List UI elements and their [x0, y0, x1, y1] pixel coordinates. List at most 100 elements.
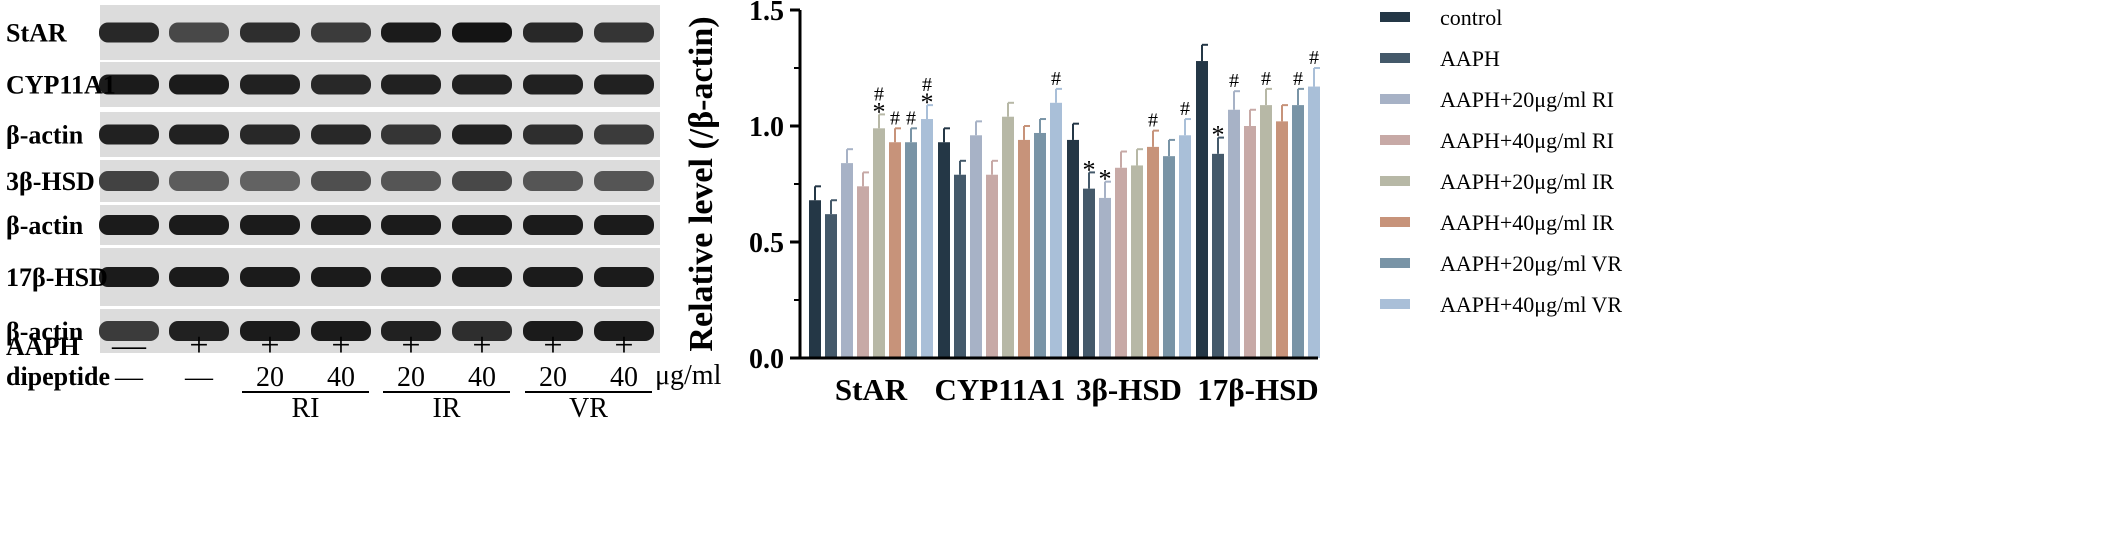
bar-1-4 [1002, 116, 1014, 358]
blot-band [594, 124, 654, 145]
blot-band [240, 124, 300, 145]
bar-3-4 [1260, 105, 1272, 359]
blot-row-label: 17β-HSD [6, 263, 108, 292]
legend-swatch [1380, 135, 1410, 145]
blot-band [311, 215, 371, 235]
bar-2-6 [1163, 156, 1175, 358]
dipeptide-dose: 40 [468, 362, 496, 393]
blot-band [240, 215, 300, 235]
significance-hash: # [906, 107, 916, 129]
blot-band [169, 267, 229, 287]
bar-0-4 [873, 128, 885, 358]
bar-1-3 [986, 174, 998, 358]
blot-band [594, 267, 654, 287]
y-tick-label: 0.0 [749, 344, 784, 375]
blot-band [169, 171, 229, 191]
peptide-group-label: IR [433, 393, 461, 424]
significance-hash: # [1261, 68, 1271, 90]
blot-band [99, 267, 159, 287]
blot-row-label: StAR [6, 19, 67, 48]
legend-swatch [1380, 258, 1410, 268]
western-blot-panel: StAR CYP11A1 β-actin 3β-HSD β-actin 17β-HSD β-… [6, 5, 660, 353]
blot-band [99, 215, 159, 235]
bar-3-5 [1276, 121, 1288, 358]
bar-3-2 [1228, 109, 1240, 358]
blot-band [452, 215, 512, 235]
chart-axes: StAR CYP11A1 3β-HSD 17β-HSD 0.0 0.5 1.0 1.5 Rela… [683, 0, 1319, 407]
y-axis-title: Relative level (/β-actin) [683, 16, 720, 351]
dipeptide-dose: 40 [327, 362, 355, 393]
legend-swatch [1380, 53, 1410, 63]
blot-band [240, 22, 300, 43]
dipeptide-dose: 20 [539, 362, 567, 393]
category-label: CYP11A1 [935, 372, 1066, 407]
blot-band [523, 74, 583, 95]
bar-2-3 [1115, 167, 1127, 358]
bar-3-3 [1244, 126, 1256, 358]
bar-2-2 [1099, 197, 1111, 358]
blot-band [169, 215, 229, 235]
blot-band [99, 22, 159, 43]
bar-0-6 [905, 142, 917, 358]
significance-hash: # [890, 107, 900, 129]
aaph-sign: + [543, 327, 562, 364]
significance-hash: # [1051, 68, 1061, 90]
blot-row-label: β-actin [6, 317, 84, 346]
blot-band [169, 22, 229, 43]
blot-band [594, 22, 654, 43]
blot-band [452, 22, 512, 43]
bar-3-7 [1308, 86, 1320, 358]
blot-band [523, 267, 583, 287]
bar-1-2 [970, 135, 982, 358]
bar-2-7 [1179, 135, 1191, 358]
dipeptide-dose: 40 [610, 362, 638, 393]
blot-band [240, 321, 300, 341]
y-tick-label: 1.0 [749, 112, 784, 143]
bar-3-1 [1212, 153, 1224, 358]
blot-band [452, 171, 512, 191]
bar-chart-panel: *## #*# #* *##*# # ## StAR CYP11A1 3β-HSD 17β-HS… [683, 0, 1622, 407]
bar-0-1 [825, 214, 837, 358]
blot-row-label: 3β-HSD [6, 167, 95, 196]
legend-label: AAPH+40μg/ml IR [1440, 210, 1614, 235]
bar-2-0 [1067, 139, 1079, 358]
blot-band [311, 171, 371, 191]
blot-band [99, 321, 159, 341]
blot-band [240, 74, 300, 95]
aaph-sign: + [401, 327, 420, 364]
bar-0-2 [841, 163, 853, 358]
blot-band [594, 215, 654, 235]
bar-1-6 [1034, 132, 1046, 358]
y-tick-label: 0.5 [749, 228, 784, 259]
category-label: 3β-HSD [1076, 372, 1182, 407]
significance-star: * [1083, 155, 1096, 184]
aaph-sign: — [111, 327, 147, 364]
aaph-sign: + [260, 327, 279, 364]
blot-band [169, 321, 229, 341]
chart-legend: control AAPH AAPH+20μg/ml RI AAPH+40μg/ml R… [1380, 5, 1622, 317]
blot-band [240, 267, 300, 287]
legend-label: AAPH+40μg/ml VR [1440, 292, 1622, 317]
legend-label: AAPH+20μg/ml RI [1440, 87, 1614, 112]
legend-label: AAPH [1440, 46, 1500, 71]
blot-band [99, 171, 159, 191]
significance-hash: # [1148, 110, 1158, 132]
blot-band [452, 74, 512, 95]
significance-hash: # [874, 83, 884, 105]
blot-row-label: β-actin [6, 211, 84, 240]
blot-treatment-annotations: AAPH — + + + + + + +dipeptide — —20 40 20 40 20 40 μg/ml… [6, 327, 722, 424]
dipeptide-dose: — [184, 362, 214, 393]
legend-label: control [1440, 5, 1502, 30]
aaph-sign: + [189, 327, 208, 364]
blot-band [523, 215, 583, 235]
blot-band [311, 321, 371, 341]
significance-hash: # [1229, 70, 1239, 92]
bar-3-6 [1292, 105, 1304, 359]
blot-band [381, 171, 441, 191]
category-label: 17β-HSD [1197, 372, 1318, 407]
y-tick-label: 1.5 [749, 0, 784, 27]
blot-band [594, 321, 654, 341]
blot-band [169, 124, 229, 145]
legend-swatch [1380, 12, 1410, 22]
